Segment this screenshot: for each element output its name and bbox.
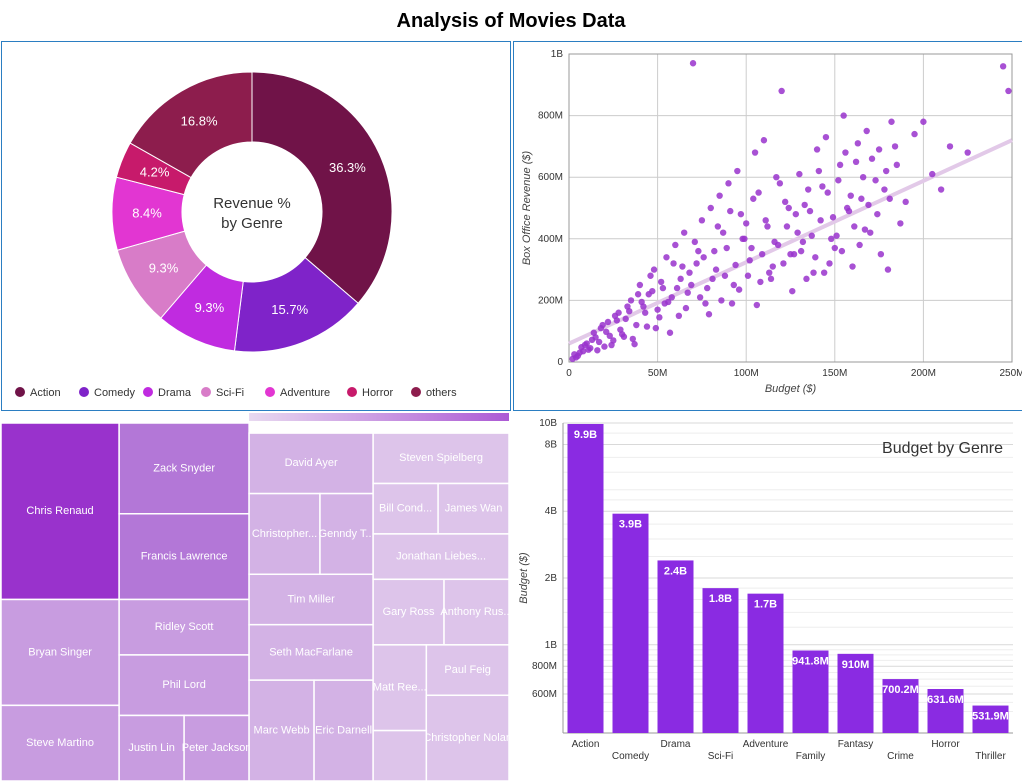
svg-text:Genndy T...: Genndy T...	[319, 528, 375, 540]
svg-text:2.4B: 2.4B	[664, 565, 687, 577]
svg-text:Adventure: Adventure	[280, 387, 330, 399]
scatter-chart: 0 50M 100M 150M 200M 250M 0 200M 400M 600M 800M 1B B…	[514, 42, 1022, 410]
svg-text:600M: 600M	[538, 172, 563, 183]
svg-text:Budget ($): Budget ($)	[518, 552, 530, 604]
svg-text:1.8B: 1.8B	[709, 593, 732, 605]
svg-text:Anthony Rus...: Anthony Rus...	[440, 606, 509, 618]
svg-text:Justin Lin: Justin Lin	[128, 742, 174, 754]
svg-text:9.3%: 9.3%	[149, 261, 179, 276]
svg-text:200M: 200M	[911, 368, 936, 379]
svg-text:Francis Lawrence: Francis Lawrence	[141, 551, 228, 563]
svg-text:9.3%: 9.3%	[195, 300, 225, 315]
svg-text:2B: 2B	[545, 573, 558, 584]
svg-text:Peter Jackson: Peter Jackson	[182, 742, 252, 754]
svg-text:Zack Snyder: Zack Snyder	[153, 462, 215, 474]
svg-text:Adventure: Adventure	[743, 739, 789, 750]
svg-text:Comedy: Comedy	[612, 751, 649, 762]
svg-text:Christopher...: Christopher...	[252, 528, 317, 540]
svg-text:8.4%: 8.4%	[132, 205, 162, 220]
svg-text:others: others	[426, 387, 457, 399]
svg-text:0: 0	[566, 368, 572, 379]
svg-text:200M: 200M	[538, 295, 563, 306]
svg-text:Action: Action	[30, 387, 61, 399]
svg-text:9.9B: 9.9B	[574, 429, 597, 441]
svg-text:700.2M: 700.2M	[882, 684, 919, 696]
svg-text:Thriller: Thriller	[975, 751, 1006, 762]
svg-text:Bill Cond...: Bill Cond...	[379, 503, 432, 515]
svg-text:400M: 400M	[538, 234, 563, 245]
svg-text:250M: 250M	[999, 368, 1022, 379]
svg-text:Comedy: Comedy	[94, 387, 135, 399]
svg-text:Seth MacFarlane: Seth MacFarlane	[269, 646, 353, 658]
svg-text:Gary Ross: Gary Ross	[383, 606, 435, 618]
svg-text:Sci-Fi: Sci-Fi	[216, 387, 244, 399]
svg-text:4B: 4B	[545, 506, 558, 517]
svg-text:Budget by Genre: Budget by Genre	[882, 440, 1003, 457]
svg-text:800M: 800M	[538, 111, 563, 122]
svg-text:Steve Martino: Steve Martino	[26, 737, 94, 749]
svg-text:800M: 800M	[532, 661, 557, 672]
svg-text:36.3%: 36.3%	[329, 160, 366, 175]
svg-text:Christopher Nolan: Christopher Nolan	[423, 732, 509, 744]
svg-text:1.7B: 1.7B	[754, 599, 777, 611]
svg-text:Horror: Horror	[362, 387, 394, 399]
svg-text:15.7%: 15.7%	[271, 302, 308, 317]
svg-text:Jonathan Liebes...: Jonathan Liebes...	[396, 551, 486, 563]
svg-text:1B: 1B	[551, 49, 564, 60]
svg-text:16.8%: 16.8%	[181, 113, 218, 128]
svg-text:Fantasy: Fantasy	[838, 739, 874, 750]
svg-text:910M: 910M	[842, 659, 870, 671]
svg-text:Revenue %: Revenue %	[213, 195, 291, 212]
svg-text:50M: 50M	[648, 368, 667, 379]
svg-text:Ridley Scott: Ridley Scott	[155, 621, 214, 633]
svg-text:Box Office Revenue ($): Box Office Revenue ($)	[521, 151, 533, 266]
svg-text:Marc Webb: Marc Webb	[254, 724, 310, 736]
svg-text:Drama: Drama	[158, 387, 192, 399]
svg-text:531.9M: 531.9M	[972, 711, 1009, 723]
svg-text:Phil Lord: Phil Lord	[162, 679, 205, 691]
bars-panel: 600M 800M 1B 2B 4B 8B 10B 9.9B Action 3.9B Comedy 2…	[513, 413, 1022, 783]
svg-text:4.2%: 4.2%	[140, 165, 170, 180]
svg-text:Crime: Crime	[887, 751, 914, 762]
donut-chart: 36.3% 15.7% 9.3% 9.3% 8.4% 4.2% 16.8% Revenue %…	[2, 42, 510, 410]
svg-text:0: 0	[557, 357, 563, 368]
svg-text:941.8M: 941.8M	[792, 656, 829, 668]
svg-text:David Ayer: David Ayer	[285, 457, 338, 469]
svg-text:631.6M: 631.6M	[927, 694, 964, 706]
svg-text:Matt Ree...: Matt Ree...	[373, 682, 427, 694]
svg-text:3.9B: 3.9B	[619, 519, 642, 531]
svg-text:Horror: Horror	[931, 739, 960, 750]
scatter-panel: 0 50M 100M 150M 200M 250M 0 200M 400M 600M 800M 1B B…	[513, 41, 1022, 411]
svg-text:Steven Spielberg: Steven Spielberg	[399, 452, 483, 464]
svg-text:Budget ($): Budget ($)	[765, 383, 817, 395]
svg-text:Action: Action	[572, 739, 600, 750]
svg-text:Chris Renaud: Chris Renaud	[26, 505, 93, 517]
svg-text:Drama: Drama	[660, 739, 690, 750]
treemap-panel: Chris Renaud Zack Snyder Francis Lawrence B…	[1, 413, 511, 783]
page-title: Analysis of Movies Data	[0, 0, 1022, 41]
svg-text:Paul Feig: Paul Feig	[444, 664, 490, 676]
svg-text:Eric Darnell: Eric Darnell	[315, 724, 372, 736]
svg-text:600M: 600M	[532, 689, 557, 700]
svg-text:150M: 150M	[822, 368, 847, 379]
svg-text:Tim Miller: Tim Miller	[287, 593, 335, 605]
svg-text:10B: 10B	[539, 418, 557, 429]
svg-text:100M: 100M	[734, 368, 759, 379]
svg-text:Family: Family	[796, 751, 825, 762]
svg-text:Sci-Fi: Sci-Fi	[708, 751, 734, 762]
bar-chart: 600M 800M 1B 2B 4B 8B 10B 9.9B Action 3.9B Comedy 2…	[513, 413, 1021, 781]
svg-text:Bryan Singer: Bryan Singer	[28, 646, 92, 658]
treemap-chart: Chris Renaud Zack Snyder Francis Lawrence B…	[1, 413, 509, 781]
svg-text:8B: 8B	[545, 439, 558, 450]
svg-text:by Genre: by Genre	[221, 215, 283, 232]
donut-panel: 36.3% 15.7% 9.3% 9.3% 8.4% 4.2% 16.8% Revenue %…	[1, 41, 511, 411]
svg-text:1B: 1B	[545, 640, 558, 651]
svg-text:James Wan: James Wan	[445, 503, 503, 515]
